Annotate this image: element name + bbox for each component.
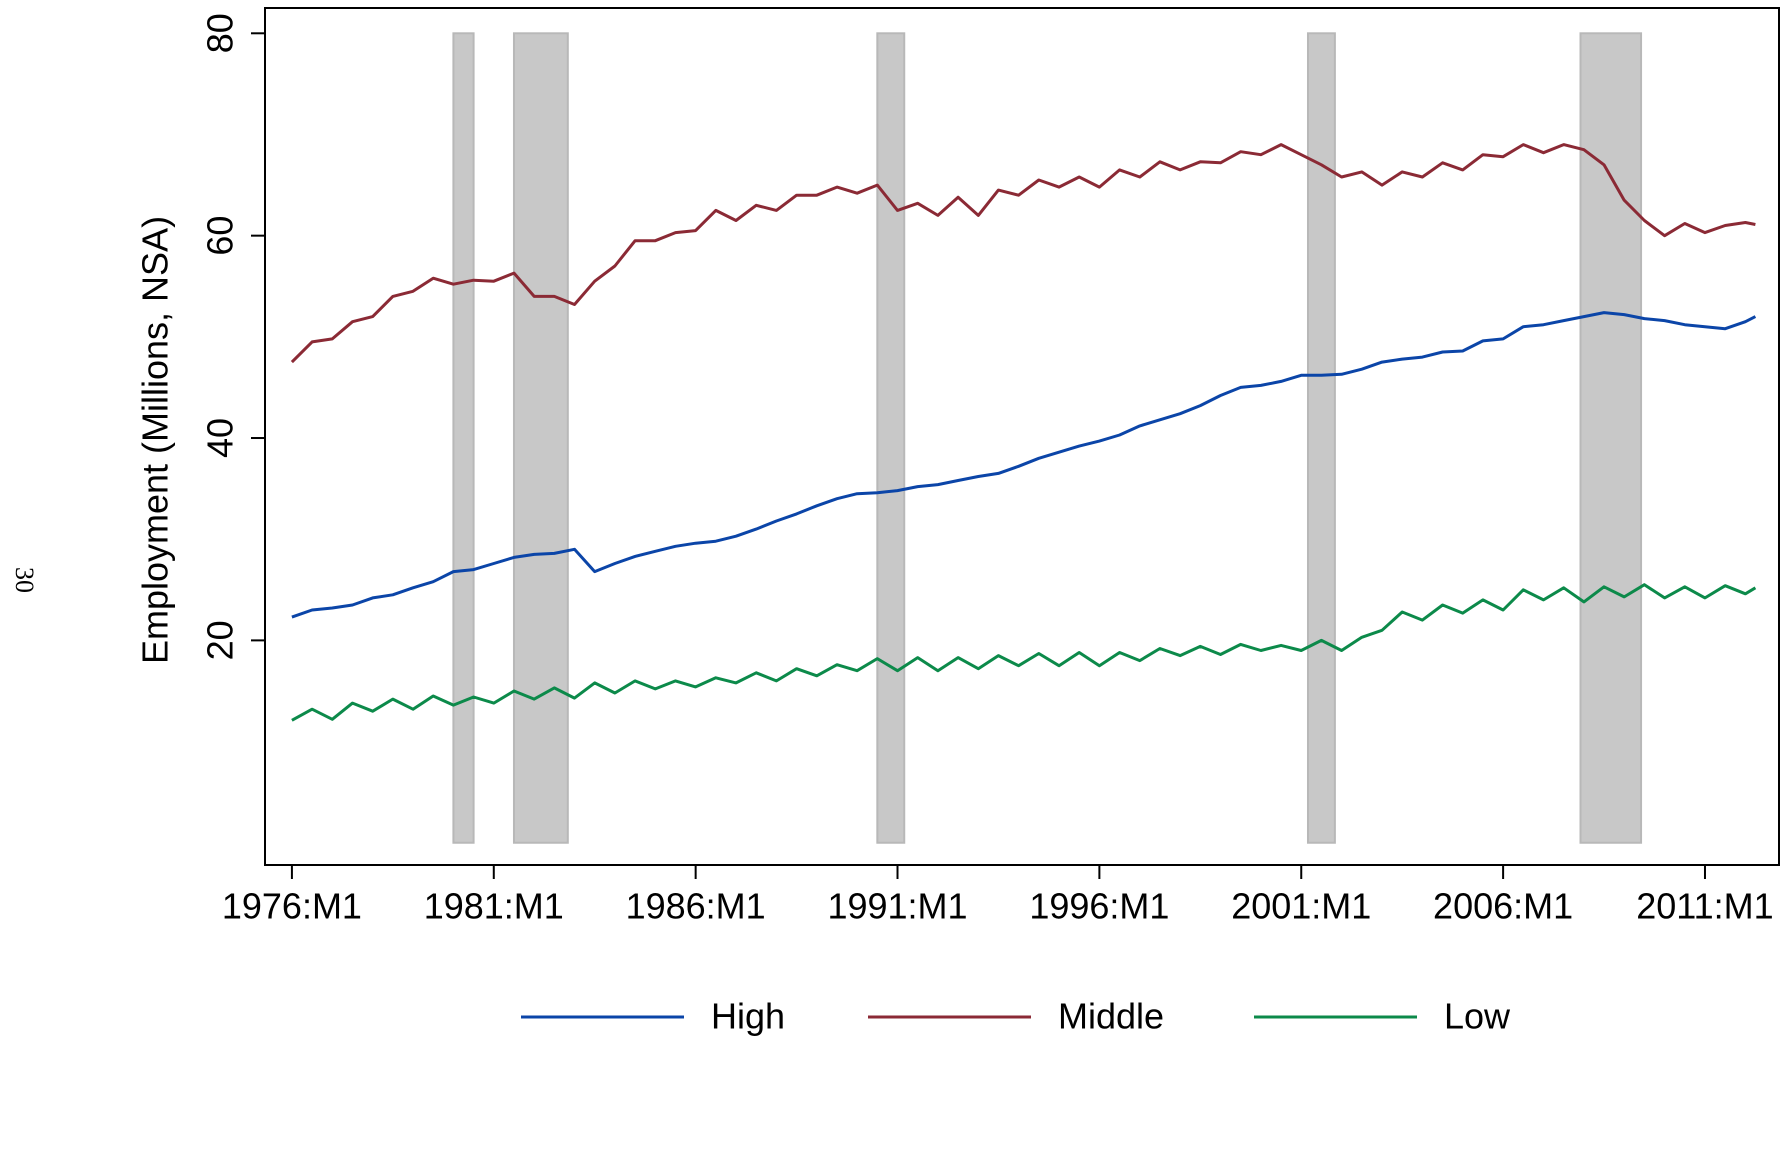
y-tick-label: 60 xyxy=(200,216,241,256)
series-line xyxy=(291,583,1757,722)
legend-label: High xyxy=(711,996,785,1037)
shaded-period xyxy=(876,32,906,844)
legend-label: Middle xyxy=(1058,996,1164,1037)
x-tick-label: 1991:M1 xyxy=(827,886,967,927)
x-tick-label: 2001:M1 xyxy=(1231,886,1371,927)
x-tick-label: 1996:M1 xyxy=(1029,886,1169,927)
y-axis-label: Employment (Millions, NSA) xyxy=(135,216,176,664)
page-number: 30 xyxy=(10,567,39,593)
x-tick-label: 2006:M1 xyxy=(1433,886,1573,927)
x-tick-label: 2011:M1 xyxy=(1636,886,1773,927)
x-tick-label: 1981:M1 xyxy=(424,886,564,927)
shaded-period xyxy=(1579,32,1643,844)
series-line xyxy=(291,311,1757,619)
shaded-period xyxy=(452,32,475,844)
shaded-period xyxy=(512,32,569,844)
x-tick-label: 1986:M1 xyxy=(626,886,766,927)
x-tick-label: 1976:M1 xyxy=(222,886,362,927)
legend-label: Low xyxy=(1444,996,1511,1037)
shaded-period xyxy=(1306,32,1336,844)
series-line xyxy=(290,143,1756,364)
y-tick-label: 20 xyxy=(200,620,241,660)
y-tick-label: 80 xyxy=(200,13,241,53)
plot-frame xyxy=(264,7,1780,866)
y-tick-label: 40 xyxy=(200,418,241,458)
